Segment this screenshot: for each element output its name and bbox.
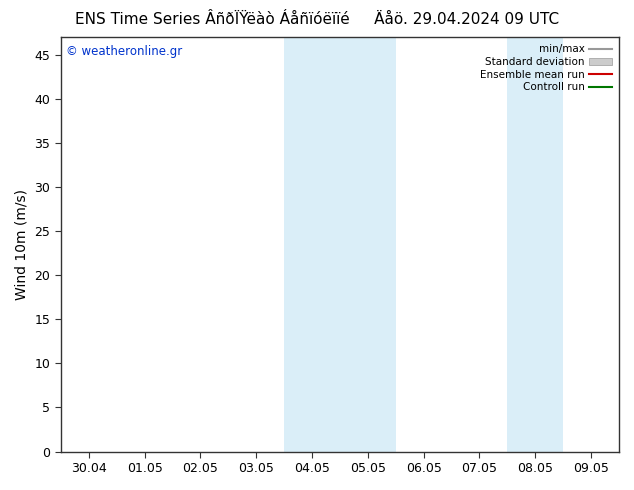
Text: ENS Time Series ÂñðÏŸëàò Áåñïóëïïé     Äåö. 29.04.2024 09 UTC: ENS Time Series ÂñðÏŸëàò Áåñïóëïïé Äåö. …	[75, 12, 559, 27]
Bar	[507, 37, 563, 452]
Legend: min/max, Standard deviation, Ensemble mean run, Controll run: min/max, Standard deviation, Ensemble me…	[478, 42, 614, 94]
Text: © weatheronline.gr: © weatheronline.gr	[67, 46, 183, 58]
Y-axis label: Wind 10m (m/s): Wind 10m (m/s)	[15, 189, 29, 300]
Bar	[284, 37, 396, 452]
